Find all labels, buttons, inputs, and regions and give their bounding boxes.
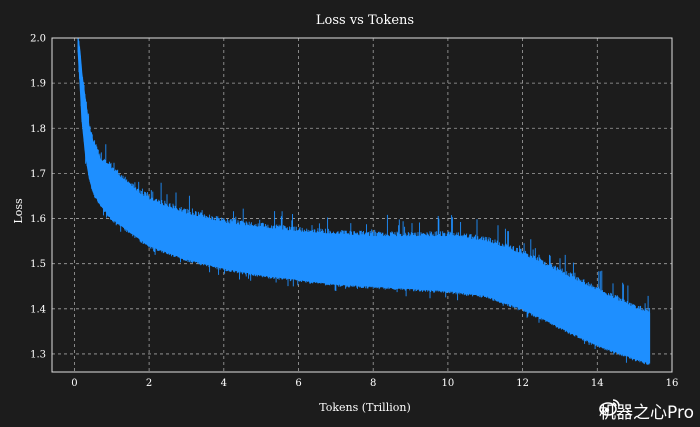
- y-tick-label: 1.6: [30, 214, 46, 225]
- y-tick-label: 1.5: [30, 259, 46, 270]
- x-tick-label: 2: [146, 378, 152, 389]
- y-tick-label: 2.0: [30, 34, 46, 45]
- y-tick-label: 1.7: [30, 169, 46, 180]
- watermark: 机器之心Pro: [599, 398, 694, 423]
- x-tick-label: 6: [295, 378, 301, 389]
- x-tick-label: 12: [516, 378, 529, 389]
- y-axis-label: Loss: [12, 198, 25, 224]
- y-tick-label: 1.4: [30, 304, 46, 315]
- weibo-icon: [599, 399, 620, 416]
- loss-series-noise: [77, 38, 651, 365]
- x-tick-label: 10: [442, 378, 455, 389]
- tick-labels: 0 2 4 6 8 10 12 14 16 1.3 1.4 1.5 1.6 1.7 1.8 1.9 2.0: [30, 34, 678, 390]
- x-tick-label: 8: [370, 378, 376, 389]
- x-tick-label: 0: [71, 378, 77, 389]
- x-tick-label: 16: [666, 378, 679, 389]
- y-tick-label: 1.3: [30, 349, 46, 360]
- watermark-text: 机器之心Pro: [599, 403, 694, 423]
- chart-title: Loss vs Tokens: [316, 13, 414, 28]
- y-tick-label: 1.9: [30, 79, 46, 90]
- x-axis-label: Tokens (Trillion): [319, 401, 410, 414]
- x-tick-label: 4: [221, 378, 227, 389]
- plot-frame: [51, 37, 673, 373]
- x-tick-label: 14: [591, 378, 604, 389]
- y-tick-label: 1.8: [30, 124, 46, 135]
- series-band: [77, 37, 651, 365]
